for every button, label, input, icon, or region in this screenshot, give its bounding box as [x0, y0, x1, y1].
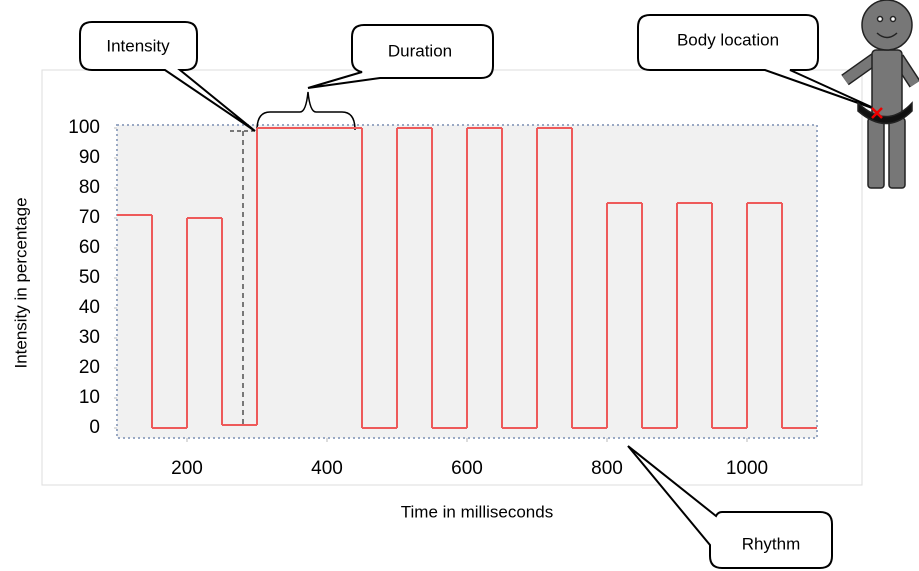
y-tick-label: 40: [79, 297, 100, 318]
x-tick-label: 1000: [726, 458, 768, 479]
callout-text: Body location: [677, 30, 779, 49]
callout-bubble: [79, 21, 256, 132]
y-tick-label: 0: [89, 417, 100, 438]
x-tick-label: 600: [451, 458, 483, 479]
x-tick-label: 400: [311, 458, 343, 479]
y-tick-label: 20: [79, 357, 100, 378]
callout-bubble: [627, 445, 833, 569]
x-tick-label: 800: [591, 458, 623, 479]
x-tick-label: 200: [171, 458, 203, 479]
y-tick-label: 100: [68, 117, 100, 138]
y-axis-label: Intensity in percentage: [11, 197, 30, 368]
duration-brace: [256, 91, 356, 131]
y-tick-label: 50: [79, 267, 100, 288]
y-tick-label: 90: [79, 147, 100, 168]
x-axis-label: Time in milliseconds: [401, 502, 553, 521]
callout-bubble: [307, 24, 494, 89]
y-tick-label: 30: [79, 327, 100, 348]
y-tick-label: 80: [79, 177, 100, 198]
y-tick-label: 70: [79, 207, 100, 228]
body-figure: [841, 0, 919, 189]
y-tick-label: 10: [79, 387, 100, 408]
callout-text: Rhythm: [742, 534, 801, 553]
callout-text: Intensity: [106, 36, 170, 55]
y-tick-label: 60: [79, 237, 100, 258]
callout-bubble: [637, 14, 879, 111]
callout-text: Duration: [388, 41, 452, 60]
